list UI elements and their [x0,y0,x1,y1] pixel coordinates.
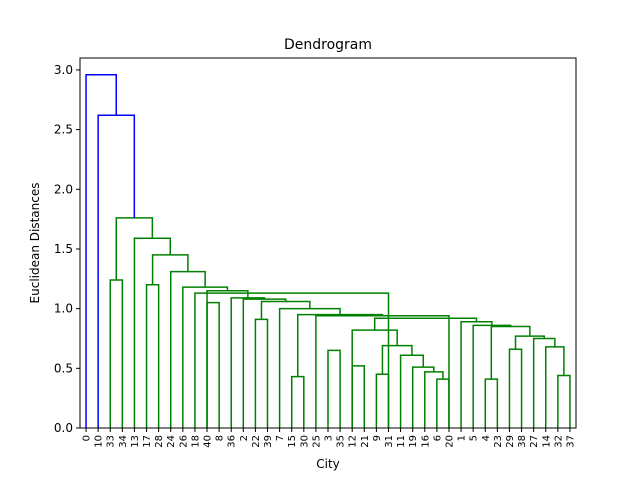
dendrogram-links [85,73,571,428]
y-tick-label: 0.0 [54,421,73,435]
x-axis-label: City [316,457,340,471]
leaf-label: 22 [251,435,262,448]
dendrogram-link [460,321,493,428]
dendrogram-link [411,366,435,428]
leaf-label: 6 [432,435,443,441]
dendrogram-link [194,292,390,428]
y-tick-label: 1.5 [54,242,73,256]
dendrogram-link [424,371,444,428]
leaf-label: 28 [154,435,165,448]
leaf-label: 25 [311,435,322,448]
dendrogram-link [109,279,124,428]
dendrogram-link [169,270,206,428]
y-tick-label: 2.5 [54,123,73,137]
leaf-label: 19 [408,435,419,448]
leaf-label: 31 [384,435,395,448]
leaf-label: 36 [227,435,238,448]
leaf-label: 1 [457,435,468,441]
leaf-label: 30 [299,435,310,448]
leaf-label: 14 [541,435,552,448]
leaf-label: 23 [493,435,504,448]
leaf-label: 32 [553,435,564,448]
leaf-label: 40 [203,435,214,448]
leaf-label: 18 [190,435,201,448]
y-tick-label: 1.0 [54,302,73,316]
leaf-label: 13 [130,435,141,448]
dendrogram-link [206,301,220,428]
chart-title: Dendrogram [284,37,372,53]
dendrogram-link [230,297,266,428]
x-axis: 0 10 33 34 13 17 28 24 26 18 40 8 36 2 22 39 7 15 30 25 3 35 1… [82,428,576,448]
y-tick-label: 3.0 [54,63,73,77]
dendrogram-link [399,354,425,428]
dendrogram-link [545,346,565,428]
dendrogram-link [278,307,341,428]
dendrogram-link [327,349,341,428]
dendrogram-link [490,325,531,380]
dendrogram-link [436,378,450,428]
leaf-label: 29 [505,435,516,448]
leaf-label: 26 [178,435,189,448]
leaf-label: 33 [106,435,117,448]
leaf-label: 11 [396,435,407,448]
leaf-label: 35 [336,435,347,448]
dendrogram-link [85,73,117,428]
dendrogram-link [373,317,478,331]
dendrogram-link [182,286,229,428]
dendrogram-link [351,329,398,428]
dendrogram-link [254,318,269,428]
leaf-label: 15 [287,435,298,448]
leaf-label: 7 [275,435,286,441]
y-tick-label: 0.5 [54,361,73,375]
leaf-label: 17 [142,435,153,448]
dendrogram-link [145,284,160,428]
leaf-label: 27 [529,435,540,448]
leaf-label: 38 [517,435,528,448]
leaf-label: 37 [565,435,576,448]
leaf-label: 39 [263,435,274,448]
dendrogram-link [375,373,390,428]
dendrogram-link [351,365,366,428]
dendrogram-link [206,289,249,428]
leaf-label: 12 [348,435,359,448]
leaf-label: 21 [360,435,371,448]
leaf-label: 8 [215,435,226,441]
leaf-label: 20 [444,435,455,448]
leaf-label: 10 [94,435,105,448]
dendrogram-link [557,374,571,428]
leaf-label: 34 [118,435,129,448]
leaf-label: 16 [420,435,431,448]
leaf-label: 5 [469,435,480,441]
leaf-label: 3 [324,435,335,441]
dendrogram-link [381,344,413,375]
leaf-label: 4 [481,435,492,441]
dendrogram-link [508,348,523,428]
dendrogram-link [260,300,311,320]
dendrogram-link [484,378,499,428]
y-axis: 0.0 0.5 1.0 1.5 2.0 2.5 3.0 [54,63,80,435]
y-tick-label: 2.0 [54,182,73,196]
leaf-label: 9 [372,435,383,441]
dendrogram-link [532,337,556,428]
y-axis-label: Euclidean Distances [28,183,42,304]
leaf-label: 0 [82,435,93,441]
leaf-label: 2 [239,435,250,441]
leaf-label: 24 [166,435,177,448]
dendrogram-link [290,375,305,428]
